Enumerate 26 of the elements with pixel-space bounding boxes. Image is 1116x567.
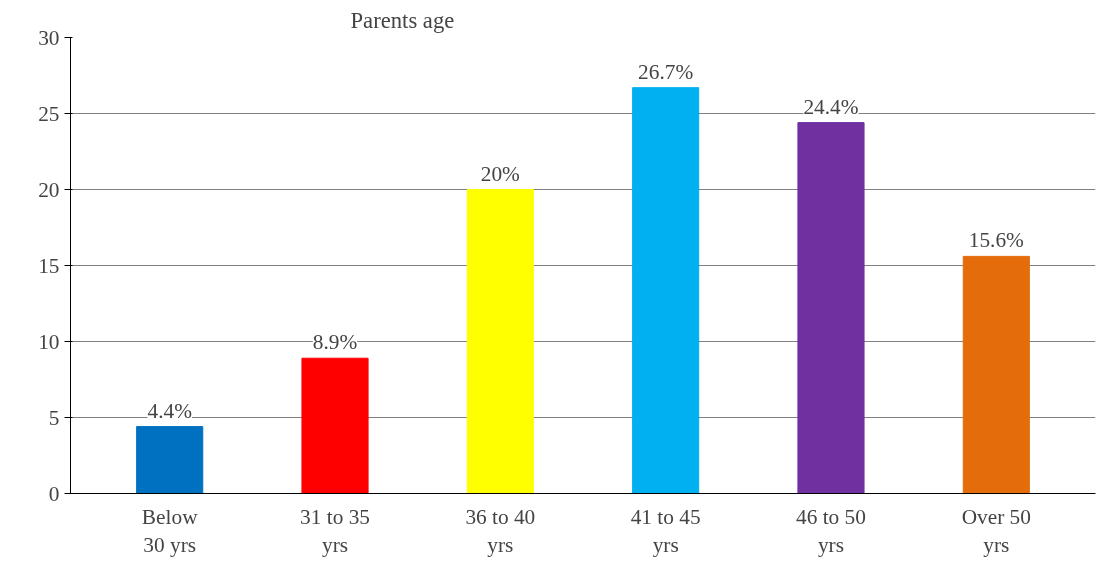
x-tick-label: 41 to 45 yrs xyxy=(630,504,701,558)
y-tick-label: 25 xyxy=(38,101,60,126)
x-tick-label: Over 50 yrs xyxy=(961,504,1031,558)
x-tick-label: 31 to 35 yrs xyxy=(300,504,370,558)
bar xyxy=(466,189,534,494)
y-tick-label: 20 xyxy=(38,177,60,202)
y-tick-label: 0 xyxy=(48,481,60,506)
x-tick-label: 36 to 40 yrs xyxy=(465,504,536,558)
data-label: 4.4% xyxy=(147,398,193,423)
bar xyxy=(632,87,700,494)
bar xyxy=(136,426,204,494)
y-tick-label: 30 xyxy=(38,25,60,50)
data-label: 8.9% xyxy=(312,330,358,355)
data-label: 15.6% xyxy=(968,228,1025,253)
x-tick-label: 46 to 50 yrs xyxy=(796,504,866,558)
bar xyxy=(962,255,1030,494)
y-tick-label: 10 xyxy=(38,329,60,354)
data-label: 20% xyxy=(480,161,521,186)
y-tick-label: 5 xyxy=(48,405,60,430)
x-tick-label: Below 30 yrs xyxy=(141,504,199,558)
bar xyxy=(301,357,369,494)
chart-title: Parents age xyxy=(350,7,455,33)
data-label: 24.4% xyxy=(803,94,859,119)
bar xyxy=(797,122,865,494)
data-label: 26.7% xyxy=(638,59,694,84)
y-tick-label: 15 xyxy=(38,253,60,278)
